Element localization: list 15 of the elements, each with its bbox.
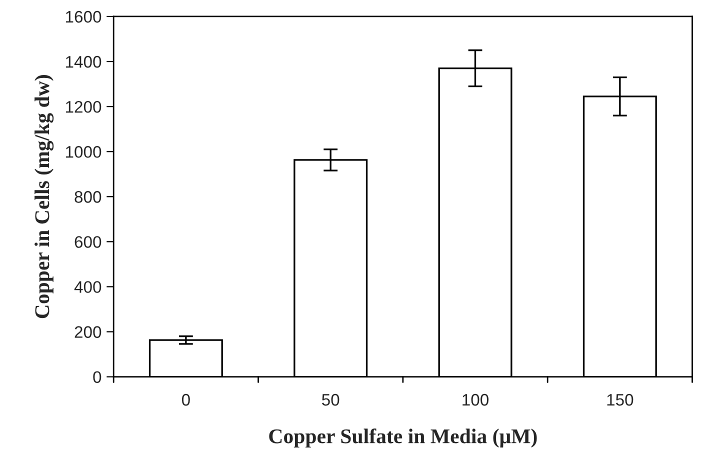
x-tick-label: 150: [607, 394, 634, 406]
y-tick-label: 1400: [66, 56, 102, 68]
x-axis-title: Copper Sulfate in Media (μM): [269, 428, 537, 448]
y-tick-label: 800: [74, 191, 102, 203]
y-tick-label: 1600: [66, 10, 102, 23]
y-tick-label: 400: [74, 281, 102, 293]
x-tick-label: 0: [182, 394, 190, 406]
y-tick-label: 600: [74, 236, 102, 248]
y-tick-label: 200: [74, 326, 102, 338]
y-tick-label: 1000: [66, 146, 102, 158]
x-tick-label: 100: [462, 394, 489, 406]
y-axis-title: Copper in Cells (mg/kg dw): [34, 75, 54, 318]
x-tick-label: 50: [322, 394, 340, 406]
y-tick-label: 1200: [66, 100, 102, 113]
y-tick-label: 0: [93, 371, 102, 384]
